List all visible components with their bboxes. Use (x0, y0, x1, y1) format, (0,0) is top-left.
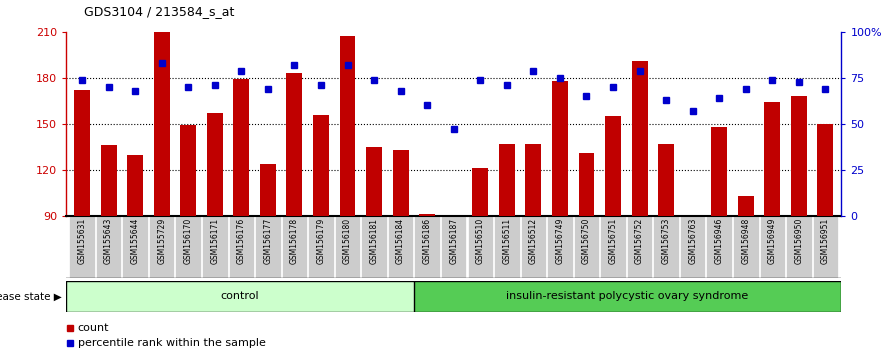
Bar (414, 216, 440, 278)
Bar (388, 216, 413, 278)
Bar (66, 281, 413, 312)
Text: GSM156752: GSM156752 (635, 218, 644, 264)
Bar (658, 144, 674, 216)
Text: GSM156184: GSM156184 (396, 218, 405, 264)
Text: insulin-resistant polycystic ovary syndrome: insulin-resistant polycystic ovary syndr… (507, 291, 749, 302)
Text: disease state ▶: disease state ▶ (0, 291, 62, 302)
Bar (260, 164, 276, 216)
Bar (361, 216, 387, 278)
Bar (207, 113, 223, 216)
Text: GSM155631: GSM155631 (78, 218, 86, 264)
Bar (255, 216, 281, 278)
Text: GSM156946: GSM156946 (714, 218, 723, 264)
Bar (737, 196, 754, 216)
Bar (468, 216, 493, 278)
Bar (228, 216, 254, 278)
Text: GSM156170: GSM156170 (184, 218, 193, 264)
Bar (626, 216, 652, 278)
Text: GSM156951: GSM156951 (821, 218, 830, 264)
Bar (74, 90, 90, 216)
Bar (765, 102, 781, 216)
Text: GSM156511: GSM156511 (502, 218, 511, 264)
Bar (153, 32, 170, 216)
Bar (786, 216, 811, 278)
Bar (812, 216, 838, 278)
Bar (149, 216, 174, 278)
Bar (525, 144, 541, 216)
Bar (446, 216, 462, 348)
Text: percentile rank within the sample: percentile rank within the sample (78, 338, 265, 348)
Text: GSM155643: GSM155643 (104, 218, 113, 264)
Bar (339, 36, 355, 216)
Text: GSM156178: GSM156178 (290, 218, 299, 264)
Bar (600, 216, 626, 278)
Bar (393, 150, 409, 216)
Bar (366, 147, 382, 216)
Text: GSM156763: GSM156763 (688, 218, 697, 264)
Bar (707, 216, 732, 278)
Text: GSM156176: GSM156176 (237, 218, 246, 264)
Bar (233, 79, 249, 216)
Text: GSM156180: GSM156180 (343, 218, 352, 264)
Bar (419, 215, 435, 216)
Bar (335, 216, 360, 278)
Bar (308, 216, 334, 278)
Bar (579, 153, 595, 216)
Bar (680, 216, 706, 278)
Bar (127, 155, 143, 216)
Bar (181, 125, 196, 216)
Bar (175, 216, 201, 278)
Bar (547, 216, 573, 278)
Bar (313, 115, 329, 216)
Bar (202, 216, 227, 278)
Bar (70, 216, 95, 278)
Bar (472, 169, 488, 216)
Text: GSM156949: GSM156949 (768, 218, 777, 264)
Text: GDS3104 / 213584_s_at: GDS3104 / 213584_s_at (84, 5, 234, 18)
Bar (711, 127, 727, 216)
Bar (494, 216, 520, 278)
Text: GSM155644: GSM155644 (130, 218, 139, 264)
Bar (100, 145, 116, 216)
Bar (733, 216, 759, 278)
Bar (122, 216, 148, 278)
Text: GSM156181: GSM156181 (369, 218, 379, 264)
Bar (552, 81, 568, 216)
Bar (791, 96, 807, 216)
Text: GSM156187: GSM156187 (449, 218, 458, 264)
Text: count: count (78, 322, 109, 332)
Text: control: control (220, 291, 259, 302)
Text: GSM156186: GSM156186 (423, 218, 432, 264)
Text: GSM155729: GSM155729 (157, 218, 167, 264)
Bar (574, 216, 599, 278)
Bar (441, 216, 466, 278)
Bar (96, 216, 122, 278)
Bar (413, 281, 841, 312)
Bar (685, 216, 700, 348)
Bar (499, 144, 515, 216)
Text: GSM156750: GSM156750 (582, 218, 591, 264)
Text: GSM156751: GSM156751 (609, 218, 618, 264)
Text: GSM156753: GSM156753 (662, 218, 670, 264)
Bar (654, 216, 679, 278)
Text: GSM156512: GSM156512 (529, 218, 538, 264)
Text: GSM156171: GSM156171 (211, 218, 219, 264)
Text: GSM156179: GSM156179 (316, 218, 325, 264)
Text: GSM156948: GSM156948 (741, 218, 751, 264)
Bar (286, 73, 302, 216)
Text: GSM156950: GSM156950 (795, 218, 803, 264)
Bar (282, 216, 307, 278)
Bar (521, 216, 546, 278)
Bar (759, 216, 785, 278)
Text: GSM156749: GSM156749 (555, 218, 565, 264)
Bar (632, 61, 648, 216)
Text: GSM156177: GSM156177 (263, 218, 272, 264)
Bar (605, 116, 621, 216)
Bar (818, 124, 833, 216)
Text: GSM156510: GSM156510 (476, 218, 485, 264)
